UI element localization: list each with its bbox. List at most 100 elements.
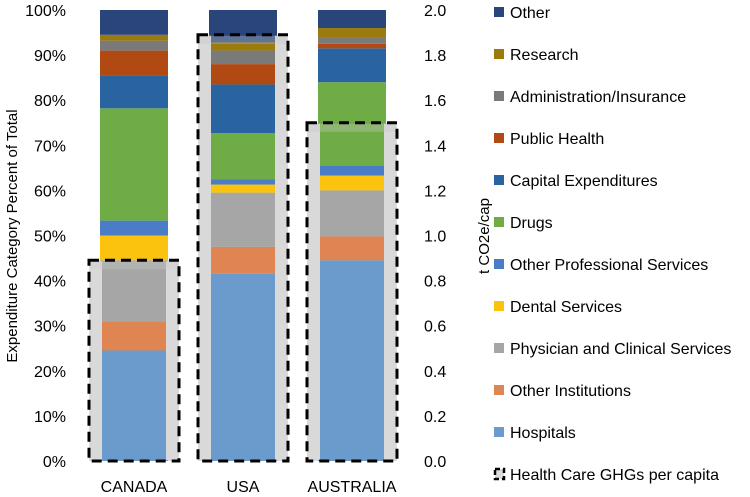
bar-segment: [318, 260, 386, 461]
y2-tick-label: 2.0: [424, 3, 446, 20]
right-axis-title: t CO2e/cap: [476, 198, 493, 274]
ghg-box-side: [308, 123, 320, 460]
y2-tick-label: 0.2: [424, 409, 446, 426]
y2-tick-label: 1.8: [424, 48, 446, 65]
y-tick-label: 80%: [34, 93, 66, 110]
legend-label: Health Care GHGs per capita: [510, 467, 719, 484]
ghg-box-usa: [196, 33, 290, 463]
bar-segment: [209, 192, 277, 247]
category-label: AUSTRALIA: [308, 479, 397, 496]
ghg-box-canada: [87, 258, 181, 463]
y2-tick-label: 1.4: [424, 138, 446, 155]
legend-label: Public Health: [510, 131, 604, 148]
legend-swatch: [494, 175, 504, 185]
left-axis-ticks: 0% 10% 20% 30% 40% 50% 60% 70% 80% 90% 100%: [25, 3, 66, 471]
y-tick-label: 40%: [34, 274, 66, 291]
ghg-box-australia: [305, 121, 399, 463]
bar-segment: [100, 75, 168, 109]
y2-tick-label: 0.0: [424, 454, 446, 471]
ghg-box-side: [275, 35, 287, 461]
bar-segment: [100, 321, 168, 351]
y-tick-label: 100%: [25, 3, 66, 20]
bar-segment: [318, 165, 386, 176]
ghg-box-top: [90, 261, 178, 270]
category-label: USA: [227, 479, 260, 496]
y-tick-label: 50%: [34, 229, 66, 246]
y-tick-label: 60%: [34, 183, 66, 200]
bar-segment: [318, 28, 386, 38]
category-labels: CANADA USA AUSTRALIA: [101, 479, 397, 496]
ghg-outline-layer: [87, 33, 399, 463]
legend-label: Other Institutions: [510, 383, 631, 400]
bar-segment: [318, 48, 386, 83]
bar-segment: [318, 10, 386, 29]
legend-swatch: [494, 217, 504, 227]
legend: Other Research Administration/Insurance Pub…: [493, 5, 731, 484]
legend-swatch-ghg: [493, 467, 506, 481]
bar-segment: [209, 10, 277, 43]
bars-layer: [100, 10, 386, 461]
legend-label: Other Professional Services: [510, 257, 708, 274]
legend-label: Dental Services: [510, 299, 622, 316]
bar-segment: [209, 50, 277, 65]
legend-label: Hospitals: [510, 425, 576, 442]
bar-segment: [318, 43, 386, 49]
bar-segment: [209, 179, 277, 185]
ghg-box-top: [199, 35, 287, 44]
bar-segment: [209, 133, 277, 180]
legend-label: Physician and Clinical Services: [510, 341, 731, 358]
y2-tick-label: 0.8: [424, 274, 446, 291]
ghg-box-side: [166, 261, 178, 460]
legend-swatch: [494, 259, 504, 269]
y2-tick-label: 0.4: [424, 364, 446, 381]
category-label: CANADA: [101, 479, 168, 496]
bar-segment: [318, 236, 386, 261]
bar-segment: [318, 37, 386, 44]
left-axis-title: Expenditure Category Percent of Total: [4, 109, 21, 362]
bar-segment: [209, 64, 277, 85]
legend-label: Drugs: [510, 215, 553, 232]
legend-swatch: [494, 91, 504, 101]
legend-swatch: [494, 427, 504, 437]
y2-tick-label: 1.6: [424, 93, 446, 110]
y-tick-label: 10%: [34, 409, 66, 426]
bar-segment: [100, 260, 168, 322]
y2-tick-label: 0.6: [424, 319, 446, 336]
bar-segment: [209, 273, 277, 461]
y2-tick-label: 1.2: [424, 183, 446, 200]
ghg-box-side: [90, 261, 102, 460]
bar-segment: [100, 40, 168, 51]
bar-segment: [100, 34, 168, 41]
bar-segment: [318, 190, 386, 237]
legend-swatch: [494, 49, 504, 59]
ghg-box-side: [199, 35, 211, 461]
bar-segment: [209, 42, 277, 51]
bar-segment: [100, 235, 168, 261]
bar-segment: [318, 175, 386, 191]
legend-swatch: [494, 385, 504, 395]
bar-segment: [100, 220, 168, 236]
legend-swatch: [494, 7, 504, 17]
y-tick-label: 90%: [34, 48, 66, 65]
legend-swatch: [494, 301, 504, 311]
bar-segment: [100, 350, 168, 461]
y-tick-label: 20%: [34, 364, 66, 381]
ghg-box-top: [308, 123, 396, 132]
bar-segment: [209, 184, 277, 193]
legend-label: Administration/Insurance: [510, 89, 686, 106]
legend-label: Capital Expenditures: [510, 173, 658, 190]
right-axis-ticks: 0.0 0.2 0.4 0.6 0.8 1.0 1.2 1.4 1.6 1.8 2.0: [424, 3, 446, 471]
legend-swatch: [494, 343, 504, 353]
legend-swatch: [494, 133, 504, 143]
bar-segment: [209, 246, 277, 274]
bar-segment: [100, 10, 168, 35]
legend-label: Other: [510, 5, 551, 22]
bar-segment: [100, 50, 168, 76]
y-tick-label: 70%: [34, 138, 66, 155]
ghg-box-side: [384, 123, 396, 460]
y2-tick-label: 1.0: [424, 229, 446, 246]
bar-segment: [209, 84, 277, 134]
y-tick-label: 30%: [34, 319, 66, 336]
legend-label: Research: [510, 47, 578, 64]
